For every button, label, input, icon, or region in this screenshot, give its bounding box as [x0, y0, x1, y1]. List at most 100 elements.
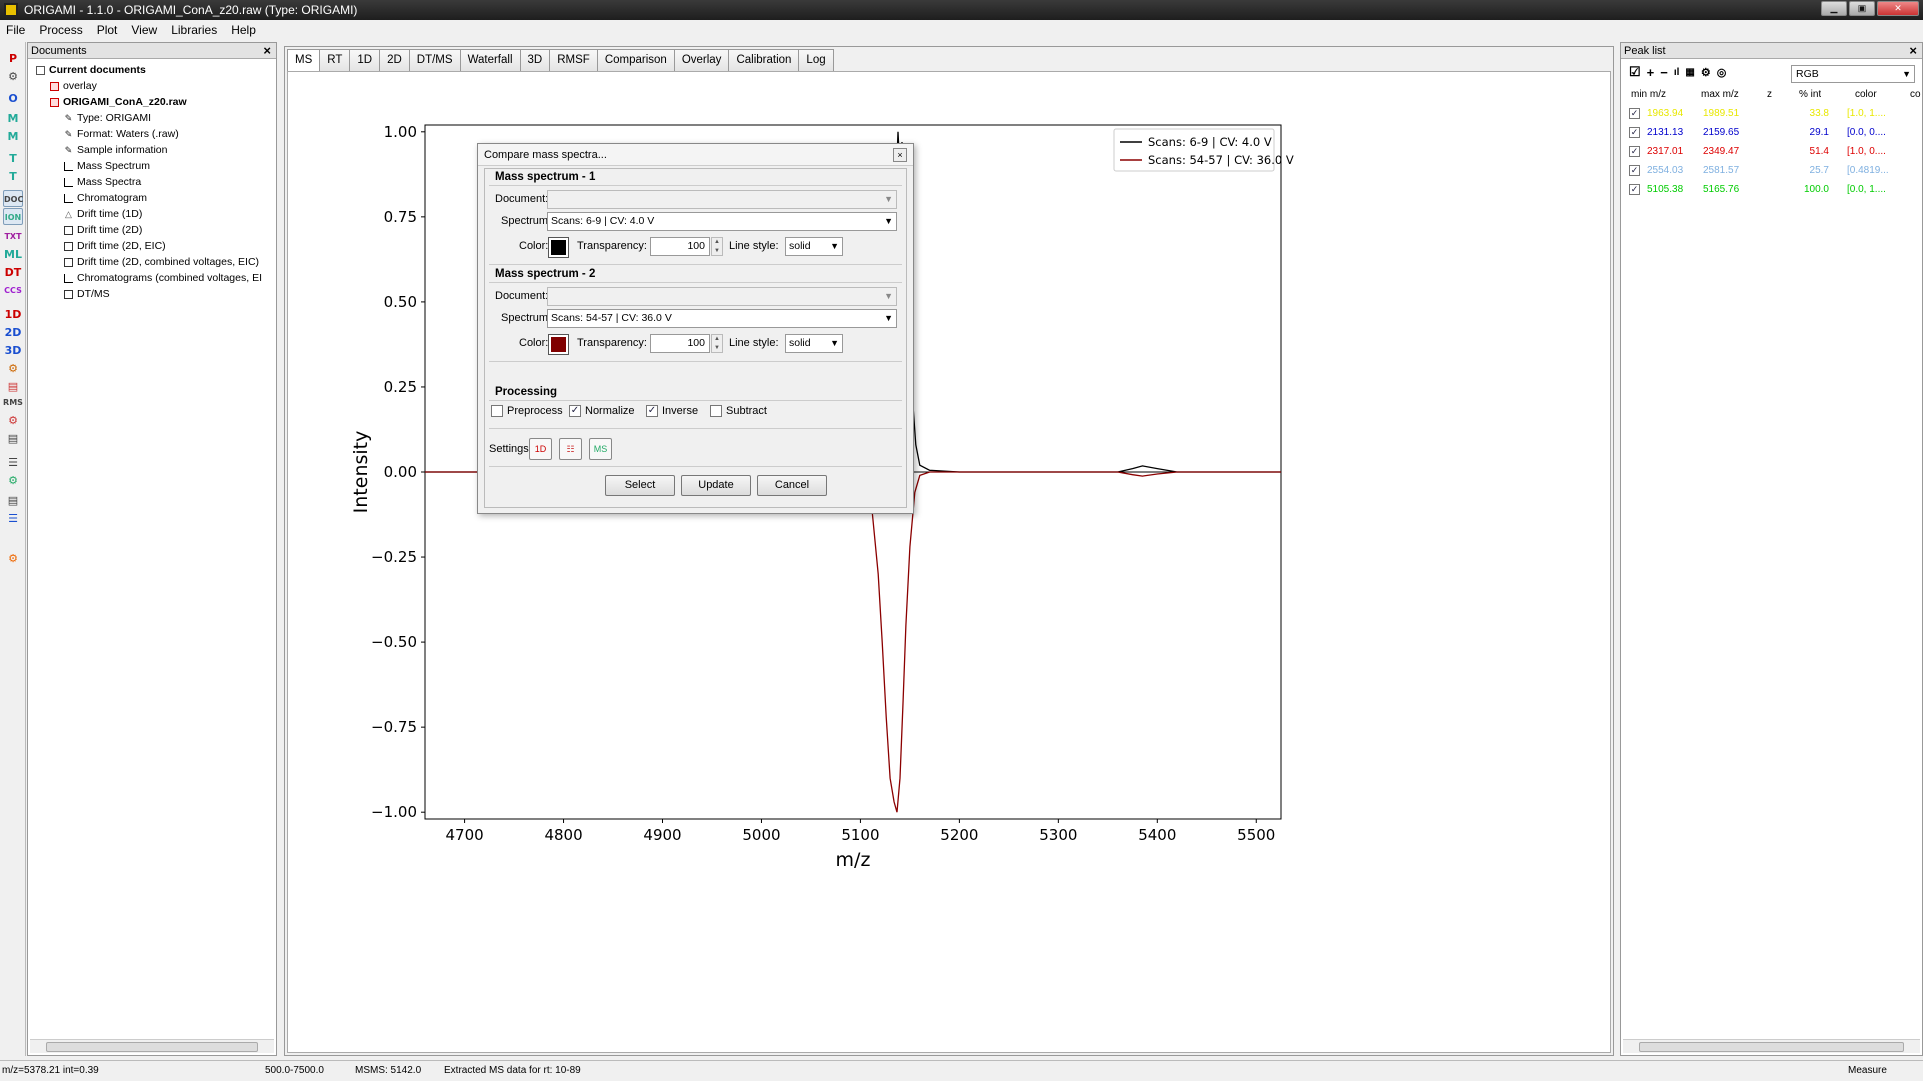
tree-node[interactable]: ✎ Sample information: [64, 143, 168, 158]
inverse-checkbox[interactable]: ✓ Inverse: [646, 405, 699, 417]
add-peak-icon[interactable]: +: [1646, 64, 1655, 80]
tab-3d[interactable]: 3D: [519, 49, 551, 71]
tab-rmsf[interactable]: RMSF: [549, 49, 598, 71]
toolbar-icon-3d[interactable]: 3D: [4, 344, 22, 357]
tree-node[interactable]: ORIGAMI_ConA_z20.raw: [50, 95, 187, 110]
toolbar-icon-tool-22[interactable]: ⚙: [8, 474, 18, 487]
select-button[interactable]: Select: [605, 475, 675, 496]
tree-node[interactable]: ✎ Type: ORIGAMI: [64, 111, 151, 126]
menu-plot[interactable]: Plot: [96, 23, 118, 37]
peak-checkbox[interactable]: ✓: [1629, 165, 1640, 176]
toolbar-icon-tool-25[interactable]: ⚙: [8, 552, 18, 565]
menu-help[interactable]: Help: [231, 23, 256, 37]
ms2-linestyle-combo[interactable]: solid ▼: [785, 334, 843, 353]
ms2-color-button[interactable]: [548, 334, 569, 355]
overlay-icon[interactable]: ◎: [1716, 66, 1727, 79]
tree-node[interactable]: Current documents: [36, 63, 146, 78]
toolbar-icon-p[interactable]: P: [8, 52, 18, 65]
toolbar-icon-2d[interactable]: 2D: [4, 326, 22, 339]
menu-file[interactable]: File: [6, 23, 26, 37]
ms1-transparency-spin[interactable]: 100: [650, 237, 710, 256]
peak-list-scrollbar[interactable]: [1623, 1039, 1920, 1053]
toolbar-icon-ml[interactable]: ML: [4, 248, 22, 261]
toolbar-icon-tool-20[interactable]: ▤: [7, 432, 19, 445]
column-header[interactable]: max m/z: [1701, 89, 1739, 100]
close-button[interactable]: ✕: [1877, 1, 1919, 16]
toolbar-icon-rms[interactable]: RMS: [3, 398, 23, 407]
ms2-document-combo[interactable]: ▼: [547, 287, 897, 306]
settings-ms-button[interactable]: MS: [589, 438, 612, 460]
peak-row[interactable]: ✓ 5105.38 5165.76 100.0 [0.0, 1....: [1625, 182, 1920, 198]
toolbar-icon-tool-1[interactable]: ⚙: [8, 70, 18, 83]
tab-2d[interactable]: 2D: [379, 49, 410, 71]
tree-node[interactable]: ✎ Format: Waters (.raw): [64, 127, 179, 142]
ms1-spectrum-combo[interactable]: Scans: 6-9 | CV: 4.0 V ▼: [547, 212, 897, 231]
preprocess-checkbox[interactable]: Preprocess: [491, 405, 563, 417]
toolbar-icon-ccs[interactable]: CCS: [4, 286, 22, 295]
maximize-button[interactable]: ▣: [1849, 1, 1875, 16]
tree-node[interactable]: DT/MS: [64, 287, 110, 302]
dialog-close-icon[interactable]: ×: [893, 148, 907, 162]
tree-node[interactable]: Drift time (2D, combined voltages, EIC): [64, 255, 259, 270]
process-icon[interactable]: ⚙: [1700, 66, 1711, 79]
toolbar-icon-ion[interactable]: ION: [3, 208, 23, 225]
tab-overlay[interactable]: Overlay: [673, 49, 730, 71]
column-header[interactable]: co: [1910, 89, 1921, 100]
annotate-icon[interactable]: ▦: [1685, 66, 1695, 78]
peak-checkbox[interactable]: ✓: [1629, 127, 1640, 138]
tab-waterfall[interactable]: Waterfall: [459, 49, 521, 71]
toolbar-icon-doc[interactable]: DOC: [3, 190, 23, 207]
ms2-transparency-spin[interactable]: 100: [650, 334, 710, 353]
settings-legend-button[interactable]: ☷: [559, 438, 582, 460]
tab-dt-ms[interactable]: DT/MS: [408, 49, 461, 71]
tree-node[interactable]: Mass Spectrum: [64, 159, 150, 174]
menu-view[interactable]: View: [131, 23, 158, 37]
column-header[interactable]: color: [1855, 89, 1877, 100]
tree-node[interactable]: overlay: [50, 79, 97, 94]
toolbar-icon-o[interactable]: O: [8, 92, 18, 105]
peak-checkbox[interactable]: ✓: [1629, 184, 1640, 195]
colormap-combo[interactable]: RGB ▼: [1791, 65, 1915, 83]
ms2-spectrum-combo[interactable]: Scans: 54-57 | CV: 36.0 V ▼: [547, 309, 897, 328]
peak-row[interactable]: ✓ 2317.01 2349.47 51.4 [1.0, 0....: [1625, 144, 1920, 160]
peak-row[interactable]: ✓ 1963.94 1989.51 33.8 [1.0, 1....: [1625, 106, 1920, 122]
peak-checkbox[interactable]: ✓: [1629, 108, 1640, 119]
toolbar-icon-m[interactable]: M: [7, 112, 19, 125]
settings-1d-button[interactable]: 1D: [529, 438, 552, 460]
tree-node[interactable]: Drift time (2D, EIC): [64, 239, 166, 254]
minimize-button[interactable]: ▁: [1821, 1, 1847, 16]
toolbar-icon-1d[interactable]: 1D: [4, 308, 22, 321]
ms1-transparency-spin-arrows[interactable]: ▲ ▼: [711, 237, 723, 256]
tab-log[interactable]: Log: [798, 49, 834, 71]
ms2-transparency-spin-arrows[interactable]: ▲ ▼: [711, 334, 723, 353]
toolbar-icon-tool-21[interactable]: ☰: [8, 456, 18, 469]
toolbar-icon-t[interactable]: T: [9, 152, 17, 165]
ms1-document-combo[interactable]: ▼: [547, 190, 897, 209]
tab-1d[interactable]: 1D: [349, 49, 381, 71]
tree-node[interactable]: Chromatograms (combined voltages, EI: [64, 271, 262, 286]
normalize-checkbox[interactable]: ✓ Normalize: [569, 405, 635, 417]
toolbar-icon-tool-19[interactable]: ⚙: [8, 414, 18, 427]
update-button[interactable]: Update: [681, 475, 751, 496]
peak-row[interactable]: ✓ 2131.13 2159.65 29.1 [0.0, 0....: [1625, 125, 1920, 141]
toolbar-icon-tool-24[interactable]: ☰: [8, 512, 18, 525]
tab-calibration[interactable]: Calibration: [728, 49, 800, 71]
toolbar-icon-dt[interactable]: DT: [4, 266, 22, 279]
cancel-button[interactable]: Cancel: [757, 475, 827, 496]
toolbar-icon-tool-16[interactable]: ⚙: [8, 362, 18, 375]
bars-icon[interactable]: ıl: [1673, 66, 1680, 78]
column-header[interactable]: % int: [1799, 89, 1822, 100]
tree-node[interactable]: Mass Spectra: [64, 175, 141, 190]
menu-libraries[interactable]: Libraries: [171, 23, 218, 37]
close-peak-list-icon[interactable]: ×: [1909, 43, 1917, 58]
tab-rt[interactable]: RT: [319, 49, 351, 71]
toolbar-icon-m[interactable]: M: [7, 130, 19, 143]
toolbar-icon-tool-17[interactable]: ▤: [7, 380, 19, 393]
column-header[interactable]: min m/z: [1631, 89, 1666, 100]
subtract-checkbox[interactable]: Subtract: [710, 405, 767, 417]
close-documents-icon[interactable]: ×: [263, 43, 271, 58]
tree-node[interactable]: Drift time (2D): [64, 223, 142, 238]
remove-peak-icon[interactable]: −: [1660, 64, 1668, 80]
peak-row[interactable]: ✓ 2554.03 2581.57 25.7 [0.4819...: [1625, 163, 1920, 179]
tree-node[interactable]: Chromatogram: [64, 191, 147, 206]
